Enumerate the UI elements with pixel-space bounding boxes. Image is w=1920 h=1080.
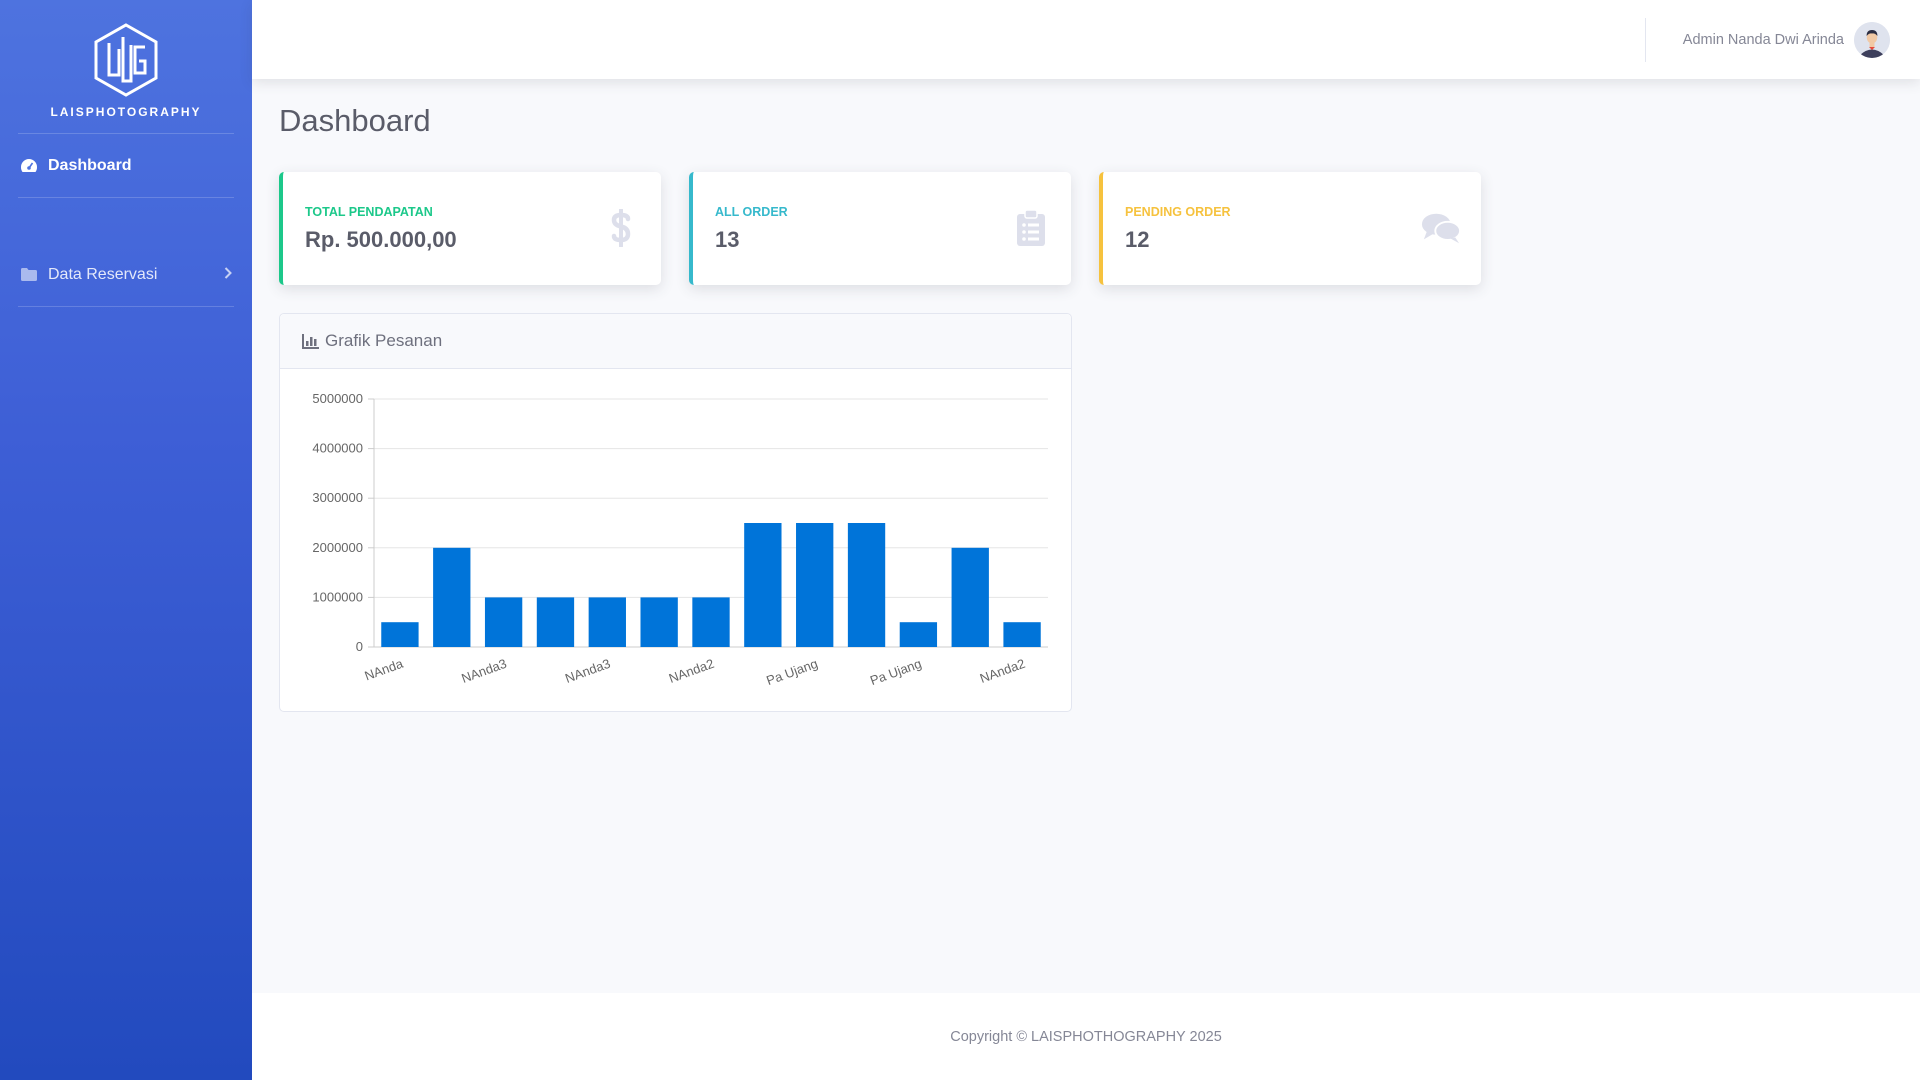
user-menu[interactable]: Admin Nanda Dwi Arinda xyxy=(1683,0,1890,79)
sidebar-divider xyxy=(18,197,234,198)
chevron-right-icon xyxy=(224,266,232,284)
comments-icon xyxy=(1421,208,1461,248)
topbar: Admin Nanda Dwi Arinda xyxy=(252,0,1920,79)
sidebar-divider xyxy=(18,306,234,307)
brand[interactable]: LAISPHOTOGRAPHY xyxy=(0,0,252,133)
chart-bar xyxy=(692,597,730,647)
y-tick-label: 5000000 xyxy=(312,391,363,406)
card-all-order: ALL ORDER 13 xyxy=(689,172,1071,285)
x-tick-label: NAnda2 xyxy=(667,656,716,686)
card-label: PENDING ORDER xyxy=(1125,205,1231,219)
brand-name: LAISPHOTOGRAPHY xyxy=(50,104,202,119)
x-tick-label: NAnda3 xyxy=(459,656,508,686)
chart-bar-icon xyxy=(302,333,320,349)
x-tick-label: NAnda xyxy=(362,655,405,683)
card-value: Rp. 500.000,00 xyxy=(305,227,457,252)
y-tick-label: 2000000 xyxy=(312,540,363,555)
folder-icon xyxy=(20,267,38,283)
chart-header: Grafik Pesanan xyxy=(280,314,1071,369)
user-name: Admin Nanda Dwi Arinda xyxy=(1682,31,1844,48)
chart-card: Grafik Pesanan 0 1000000 2000000 3000000 400… xyxy=(279,313,1072,712)
chart-bar xyxy=(588,597,626,647)
tachometer-icon xyxy=(20,158,38,174)
card-value: 12 xyxy=(1125,227,1150,252)
card-pending-order: PENDING ORDER 12 xyxy=(1099,172,1481,285)
footer-text: Copyright © LAISPHOTHOGRAPHY 2025 xyxy=(950,1028,1222,1045)
dollar-icon xyxy=(601,208,641,248)
x-tick-label: Pa Ujang xyxy=(764,656,819,688)
sidebar-item-label: Data Reservasi xyxy=(48,265,158,283)
y-tick-label: 4000000 xyxy=(312,441,363,456)
brand-logo-icon xyxy=(94,22,158,97)
chart-bar xyxy=(951,547,989,647)
x-tick-label: NAnda3 xyxy=(563,656,612,686)
chart-bar xyxy=(744,523,782,647)
sidebar-divider xyxy=(18,133,234,134)
chart-bar xyxy=(484,597,523,647)
chart-bar xyxy=(640,597,678,647)
user-avatar-icon xyxy=(1854,21,1890,58)
sidebar-item-dashboard[interactable]: Dashboard xyxy=(0,134,252,197)
chart-bar xyxy=(1003,622,1041,647)
y-tick-label: 0 xyxy=(356,639,363,654)
chart-bar xyxy=(796,523,834,647)
x-tick-label: Pa Ujang xyxy=(868,656,923,688)
avatar[interactable] xyxy=(1854,21,1890,58)
card-total-pendapatan: TOTAL PENDAPATAN Rp. 500.000,00 xyxy=(279,172,661,285)
card-label: ALL ORDER xyxy=(715,205,788,219)
x-tick-label: NAnda2 xyxy=(978,656,1027,686)
chart-bar xyxy=(847,523,886,647)
chart-bar xyxy=(433,547,471,647)
bar-chart: 0 1000000 2000000 3000000 4000000 5000000 NAnd… xyxy=(312,391,1048,688)
sidebar-item-data-reservasi[interactable]: Data Reservasi xyxy=(0,243,252,306)
page-title: Dashboard xyxy=(279,103,431,138)
y-tick-label: 3000000 xyxy=(312,490,363,505)
sidebar-item-label: Dashboard xyxy=(48,156,132,174)
card-value: 13 xyxy=(715,227,740,252)
sidebar: LAISPHOTOGRAPHY Dashboard Data Reservasi xyxy=(0,0,252,1080)
chart-bar xyxy=(536,597,575,647)
y-tick-label: 1000000 xyxy=(312,589,363,604)
footer: Copyright © LAISPHOTHOGRAPHY 2025 xyxy=(252,993,1920,1080)
chart-bar xyxy=(381,622,419,647)
chart-body: 0 1000000 2000000 3000000 4000000 5000000 NAnd… xyxy=(280,369,1071,711)
chart-title: Grafik Pesanan xyxy=(325,331,443,350)
clipboard-list-icon xyxy=(1011,208,1051,248)
card-label: TOTAL PENDAPATAN xyxy=(305,205,433,219)
topbar-divider xyxy=(1645,18,1646,62)
chart-bar xyxy=(899,622,938,647)
